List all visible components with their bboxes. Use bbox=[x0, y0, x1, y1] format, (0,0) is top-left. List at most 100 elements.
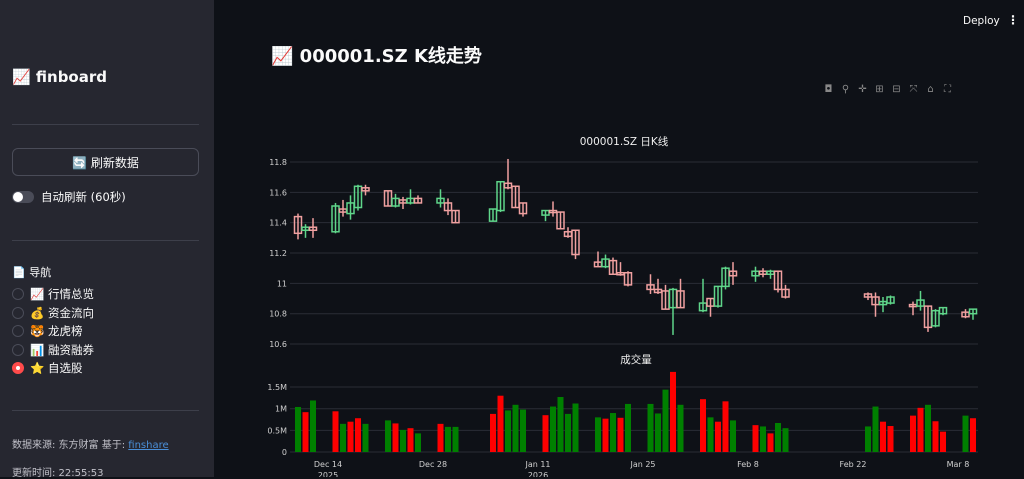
volume-bar bbox=[347, 421, 354, 452]
refresh-button[interactable]: 🔄 刷新数据 bbox=[12, 148, 199, 176]
volume-bar bbox=[332, 411, 339, 452]
divider bbox=[12, 410, 199, 411]
volume-bar bbox=[677, 404, 684, 452]
volume-bar bbox=[445, 426, 451, 452]
volume-bar bbox=[775, 422, 781, 452]
volume-bar bbox=[490, 413, 496, 452]
volume-bar bbox=[302, 412, 309, 452]
volume-bar bbox=[662, 389, 669, 452]
candle-body bbox=[346, 202, 355, 215]
volume-bar bbox=[752, 425, 759, 452]
volume-bar bbox=[610, 413, 616, 452]
nav-item-watchlist[interactable]: ⭐ 自选股 bbox=[12, 359, 94, 378]
volume-bar bbox=[670, 371, 676, 452]
toggle-switch[interactable] bbox=[12, 191, 34, 203]
volume-bar bbox=[385, 420, 391, 452]
volume-tick-label: 1.5M bbox=[267, 383, 287, 392]
radio-circle[interactable] bbox=[12, 343, 24, 356]
nav-item-label: 📈 行情总览 bbox=[30, 287, 94, 302]
volume-bar bbox=[497, 395, 504, 452]
volume-bar bbox=[760, 426, 766, 452]
chart-toolbar: ◘ ⚲ ✛ ⊞ ⊟ ⤧ ⌂ ⛶ bbox=[822, 84, 954, 95]
nav-item-label: 💰 资金流向 bbox=[30, 305, 94, 320]
candle-body bbox=[488, 208, 498, 222]
volume-bar bbox=[730, 420, 736, 452]
candle-body bbox=[308, 226, 318, 232]
radio-circle[interactable] bbox=[12, 288, 24, 301]
candle-body bbox=[443, 202, 453, 212]
candle-body bbox=[331, 205, 340, 233]
candle-body bbox=[608, 259, 618, 276]
volume-bar bbox=[452, 426, 459, 452]
page-title: 📈 000001.SZ K线走势 bbox=[271, 46, 482, 67]
candle-body bbox=[721, 267, 730, 288]
zoom-out-icon[interactable]: ⊟ bbox=[892, 84, 901, 95]
year-tick-label: 2025 bbox=[318, 471, 338, 477]
volume-bar bbox=[932, 421, 939, 452]
volume-bar bbox=[647, 403, 654, 452]
camera-icon[interactable]: ◘ bbox=[824, 84, 833, 95]
volume-bar bbox=[970, 418, 976, 452]
candle-body bbox=[781, 288, 790, 298]
volume-bar bbox=[962, 415, 969, 452]
kline-title: 000001.SZ 日K线 bbox=[580, 135, 669, 148]
nav-item-label: 🐯 龙虎榜 bbox=[30, 324, 83, 339]
candle-body bbox=[623, 271, 633, 286]
volume-bar bbox=[295, 406, 301, 452]
finshare-link[interactable]: finshare bbox=[128, 440, 169, 451]
volume-bar bbox=[557, 397, 564, 452]
deploy-button[interactable]: Deploy bbox=[963, 15, 1000, 27]
volume-bar bbox=[542, 415, 549, 452]
volume-bar bbox=[355, 418, 361, 452]
volume-bar bbox=[910, 415, 916, 452]
auto-refresh-toggle[interactable]: 自动刷新 (60秒) bbox=[12, 189, 126, 205]
radio-circle[interactable] bbox=[12, 325, 24, 338]
candle-body bbox=[556, 211, 565, 230]
volume-bar bbox=[655, 413, 661, 452]
main-menu-icon[interactable]: ⋮ bbox=[1007, 13, 1019, 27]
update-time: 更新时间: 22:55:53 bbox=[12, 468, 104, 479]
nav-title: 📄 导航 bbox=[12, 266, 52, 279]
home-icon[interactable]: ⌂ bbox=[927, 84, 934, 95]
volume-bar bbox=[865, 426, 871, 452]
volume-bar bbox=[767, 433, 774, 452]
candle-body bbox=[511, 185, 520, 209]
volume-bar bbox=[602, 418, 609, 452]
volume-bar bbox=[415, 433, 421, 452]
candle-body bbox=[773, 270, 783, 291]
volume-bar bbox=[362, 423, 369, 452]
nav-item-margin[interactable]: 📊 融资融券 bbox=[12, 341, 94, 360]
zoom-icon[interactable]: ⚲ bbox=[841, 84, 850, 95]
volume-bar bbox=[340, 423, 346, 452]
volume-bar bbox=[512, 404, 519, 452]
autoscale-icon[interactable]: ⤧ bbox=[909, 84, 918, 95]
source-text: 数据来源: 东方财富 基于: bbox=[12, 440, 129, 451]
volume-bar bbox=[782, 428, 789, 452]
volume-bar bbox=[565, 413, 571, 452]
candle-body bbox=[886, 296, 895, 304]
fullscreen-icon[interactable]: ⛶ bbox=[944, 84, 951, 95]
volume-bar bbox=[722, 401, 729, 452]
candle-body bbox=[361, 187, 370, 192]
volume-bar bbox=[407, 428, 414, 452]
nav-item-fund-flow[interactable]: 💰 资金流向 bbox=[12, 304, 94, 323]
volume-bar bbox=[872, 406, 879, 452]
volume-bar bbox=[392, 423, 399, 452]
volume-bar bbox=[520, 409, 526, 452]
price-tick-label: 11.6 bbox=[269, 188, 287, 197]
radio-circle[interactable] bbox=[12, 306, 24, 319]
price-tick-label: 11.2 bbox=[269, 249, 287, 258]
volume-bar bbox=[617, 417, 624, 452]
candle-body bbox=[646, 284, 655, 291]
price-tick-label: 10.8 bbox=[269, 310, 287, 319]
volume-tick-label: 0 bbox=[282, 448, 287, 457]
nav-item-overview[interactable]: 📈 行情总览 bbox=[12, 285, 94, 304]
zoom-in-icon[interactable]: ⊞ bbox=[875, 84, 884, 95]
radio-circle-selected[interactable] bbox=[12, 362, 24, 375]
date-tick-label: Dec 28 bbox=[419, 460, 447, 469]
price-tick-label: 11.8 bbox=[269, 158, 287, 167]
candle-body bbox=[571, 229, 580, 256]
nav-item-dragon-tiger[interactable]: 🐯 龙虎榜 bbox=[12, 322, 94, 341]
pan-icon[interactable]: ✛ bbox=[858, 84, 867, 95]
